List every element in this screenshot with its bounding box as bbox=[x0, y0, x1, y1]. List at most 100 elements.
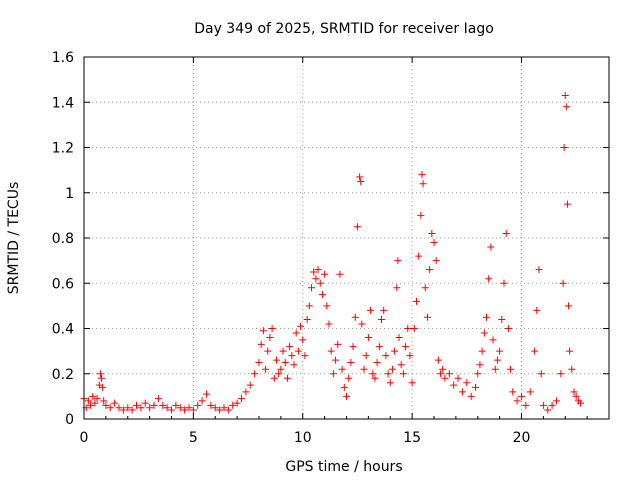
data-point bbox=[98, 374, 105, 382]
data-point bbox=[463, 379, 471, 387]
data-point bbox=[286, 343, 294, 351]
data-point bbox=[531, 347, 539, 355]
data-point bbox=[297, 322, 305, 330]
data-point bbox=[362, 352, 370, 360]
data-point bbox=[91, 399, 99, 407]
data-point bbox=[207, 401, 215, 409]
data-point bbox=[439, 365, 447, 373]
data-point bbox=[415, 252, 423, 260]
data-point bbox=[308, 284, 315, 292]
x-tick-label: 15 bbox=[403, 430, 421, 446]
data-point bbox=[560, 144, 568, 151]
data-point bbox=[437, 370, 445, 378]
data-point bbox=[216, 406, 224, 414]
y-tick-label: 1 bbox=[65, 186, 74, 202]
data-point bbox=[176, 404, 184, 412]
data-point bbox=[323, 302, 331, 310]
data-point bbox=[357, 177, 365, 185]
y-tick-label: 1.6 bbox=[52, 50, 74, 66]
data-point bbox=[378, 315, 385, 323]
data-point bbox=[391, 347, 399, 355]
data-point bbox=[364, 334, 372, 342]
data-point bbox=[185, 404, 193, 412]
data-point bbox=[273, 356, 280, 364]
data-point bbox=[432, 257, 440, 265]
data-point bbox=[559, 279, 567, 287]
data-point bbox=[537, 370, 545, 378]
data-point bbox=[338, 365, 346, 373]
data-point bbox=[233, 399, 241, 407]
data-point bbox=[562, 103, 570, 111]
data-point bbox=[384, 370, 392, 378]
data-point bbox=[480, 329, 488, 337]
data-point bbox=[491, 365, 499, 373]
data-point bbox=[89, 392, 97, 400]
data-point bbox=[336, 270, 344, 278]
data-point bbox=[303, 315, 311, 323]
data-point bbox=[159, 401, 167, 409]
data-point bbox=[111, 399, 119, 407]
x-axis-label: GPS time / hours bbox=[285, 459, 402, 475]
data-point bbox=[246, 381, 254, 389]
data-point bbox=[485, 275, 493, 283]
data-point bbox=[413, 297, 420, 305]
data-point bbox=[242, 388, 250, 396]
data-point bbox=[426, 266, 434, 274]
data-point bbox=[172, 401, 180, 409]
data-point bbox=[220, 404, 228, 412]
data-point bbox=[371, 374, 379, 382]
data-point bbox=[399, 370, 407, 378]
data-point bbox=[137, 404, 145, 412]
data-point bbox=[229, 401, 237, 409]
data-point bbox=[340, 383, 348, 391]
data-point bbox=[382, 352, 390, 360]
x-tick-label: 20 bbox=[513, 430, 531, 446]
data-point bbox=[450, 381, 458, 389]
data-point bbox=[565, 302, 573, 310]
x-tick-label: 0 bbox=[80, 430, 89, 446]
data-point bbox=[369, 370, 377, 378]
data-point bbox=[445, 370, 453, 378]
data-point bbox=[270, 374, 278, 382]
data-point bbox=[502, 229, 510, 237]
data-point bbox=[388, 365, 396, 373]
data-point bbox=[408, 379, 416, 387]
data-point bbox=[194, 401, 202, 409]
data-point bbox=[264, 347, 272, 355]
data-point bbox=[577, 399, 585, 407]
data-point bbox=[367, 306, 375, 314]
plot-frame bbox=[83, 56, 610, 420]
data-point bbox=[351, 313, 359, 321]
data-point bbox=[115, 404, 123, 412]
data-point bbox=[255, 358, 263, 366]
data-point bbox=[539, 401, 547, 409]
data-point bbox=[568, 365, 576, 373]
data-point bbox=[572, 392, 580, 400]
data-point bbox=[548, 401, 556, 409]
data-point bbox=[257, 340, 265, 348]
data-point bbox=[198, 397, 206, 405]
data-point bbox=[406, 352, 414, 360]
data-point bbox=[141, 399, 149, 407]
data-point bbox=[535, 266, 543, 274]
data-point bbox=[563, 200, 571, 208]
data-point bbox=[498, 315, 506, 323]
data-point bbox=[476, 361, 484, 369]
data-point bbox=[493, 356, 501, 364]
data-point bbox=[268, 325, 276, 332]
data-point bbox=[404, 325, 412, 332]
data-point bbox=[360, 365, 368, 373]
data-point bbox=[507, 365, 515, 373]
data-point bbox=[279, 347, 287, 355]
data-point bbox=[288, 352, 296, 360]
data-point bbox=[290, 361, 298, 369]
data-point bbox=[119, 406, 127, 414]
data-point bbox=[189, 406, 197, 414]
data-point bbox=[423, 313, 431, 321]
data-point bbox=[203, 390, 210, 398]
data-point bbox=[281, 358, 289, 366]
data-point bbox=[259, 327, 267, 335]
data-point bbox=[99, 383, 107, 391]
data-point bbox=[483, 313, 490, 321]
data-point bbox=[334, 340, 342, 348]
